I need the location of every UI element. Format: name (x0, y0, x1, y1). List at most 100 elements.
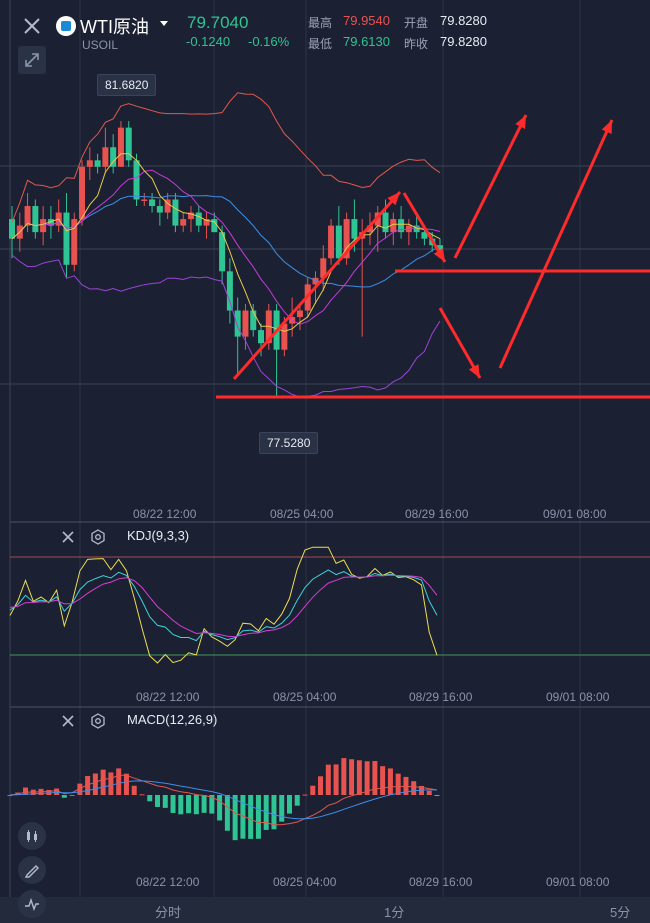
min-price-tag: 77.5280 (259, 432, 319, 454)
fullscreen-icon[interactable] (18, 46, 46, 74)
candlestick-icon[interactable] (18, 822, 46, 850)
x-axis-label: 08/22 12:00 (133, 507, 197, 521)
close-icon[interactable] (58, 711, 78, 731)
macd-histogram-bar (209, 795, 215, 814)
settings-icon[interactable] (88, 527, 108, 547)
macd-histogram-bar (217, 795, 223, 821)
macd-histogram-bar (23, 787, 29, 795)
kdj-x-axis-label: 08/29 16:00 (409, 690, 473, 704)
candle-body (437, 245, 443, 252)
macd-x-axis-label: 09/01 08:00 (546, 875, 610, 889)
ma10-line (11, 169, 441, 325)
scenario-arrow-head (468, 364, 480, 378)
candle-body (94, 160, 101, 167)
candle-body (312, 277, 319, 285)
candle-body (156, 206, 163, 213)
candle-body (125, 127, 132, 161)
macd-dea-line (9, 780, 438, 820)
scenario-arrow (438, 307, 482, 379)
candle-body (343, 219, 350, 259)
scenario-arrow-head (601, 120, 612, 134)
candle-body (172, 199, 179, 226)
candle-body (421, 232, 428, 239)
macd-histogram-bar (426, 790, 432, 795)
candle-body (211, 219, 218, 233)
candle-body (164, 199, 171, 213)
x-axis-label: 08/29 16:00 (405, 507, 469, 521)
low-label: 最低 (308, 37, 333, 51)
macd-histogram-bar (92, 773, 98, 795)
max-price-tag: 81.6820 (97, 74, 157, 96)
close-icon[interactable] (18, 12, 46, 40)
trend-arrow (232, 191, 402, 380)
low-value: 79.6130 (343, 34, 390, 49)
candle-body (9, 219, 15, 239)
macd-histogram-bar (162, 795, 168, 808)
ma5-line (11, 153, 441, 332)
macd-histogram-bar (232, 795, 238, 841)
open-value: 79.8280 (440, 13, 487, 28)
timeframe-bar (0, 897, 650, 923)
settings-icon[interactable] (88, 711, 108, 731)
candle-body (187, 212, 194, 220)
macd-histogram-bar (279, 795, 285, 822)
candle-body (366, 225, 373, 233)
kdj-k-line (9, 569, 438, 642)
candle-body (413, 225, 420, 233)
tab-timeshare[interactable]: 分时 (155, 905, 182, 920)
instrument-title[interactable]: WTI原油 (80, 17, 149, 37)
indicator-icon[interactable] (18, 890, 46, 918)
candle-body (203, 219, 210, 226)
trend-arrow-head (433, 248, 445, 262)
candle-body (32, 206, 39, 233)
candle-body (265, 310, 272, 344)
candle-body (141, 199, 148, 201)
prev-close-label: 昨收 (404, 37, 429, 51)
macd-histogram-bar (434, 795, 440, 796)
candle-body (102, 147, 109, 167)
candle-body (71, 219, 78, 265)
candle-body (296, 310, 303, 318)
macd-title: MACD(12,26,9) (127, 712, 218, 727)
macd-x-axis-label: 08/25 04:00 (273, 875, 337, 889)
macd-histogram-bar (131, 785, 137, 795)
price-change-pct: -0.16% (248, 34, 290, 49)
draw-icon[interactable] (18, 856, 46, 884)
logo-icon (56, 16, 76, 36)
close-icon[interactable] (58, 527, 78, 547)
price-change: -0.1240 (186, 34, 231, 49)
candle-body (63, 212, 70, 265)
candle-body (398, 219, 405, 233)
macd-histogram-bar (108, 772, 114, 795)
candle-body (390, 219, 397, 233)
candle-body (320, 258, 327, 278)
candle-body (133, 160, 140, 200)
macd-histogram-bar (271, 795, 277, 830)
kdj-j-line (9, 546, 438, 664)
candle-body (195, 212, 202, 226)
tab-1min[interactable]: 1分 (384, 905, 405, 920)
dropdown-icon[interactable] (158, 18, 170, 30)
candle-body (86, 160, 93, 167)
trend-arrow-head (387, 192, 400, 206)
macd-histogram-bar (380, 766, 386, 795)
candle-body (24, 206, 31, 226)
macd-histogram-bar (310, 785, 316, 795)
candle-body (281, 323, 288, 350)
macd-histogram-bar (100, 769, 106, 795)
macd-histogram-bar (341, 758, 347, 795)
candle-body (234, 310, 241, 337)
candle-body (110, 147, 117, 167)
macd-histogram-bar (186, 795, 192, 814)
candle-body (335, 225, 342, 259)
scenario-arrow (453, 114, 528, 259)
candle-body (382, 212, 389, 233)
candle-body (117, 127, 124, 167)
tab-5min[interactable]: 5分 (610, 905, 631, 920)
candle-body (351, 219, 358, 239)
prev-close-value: 79.8280 (440, 34, 487, 49)
macd-histogram-bar (286, 795, 292, 814)
macd-histogram-bar (201, 795, 207, 813)
candle-body (79, 166, 86, 220)
